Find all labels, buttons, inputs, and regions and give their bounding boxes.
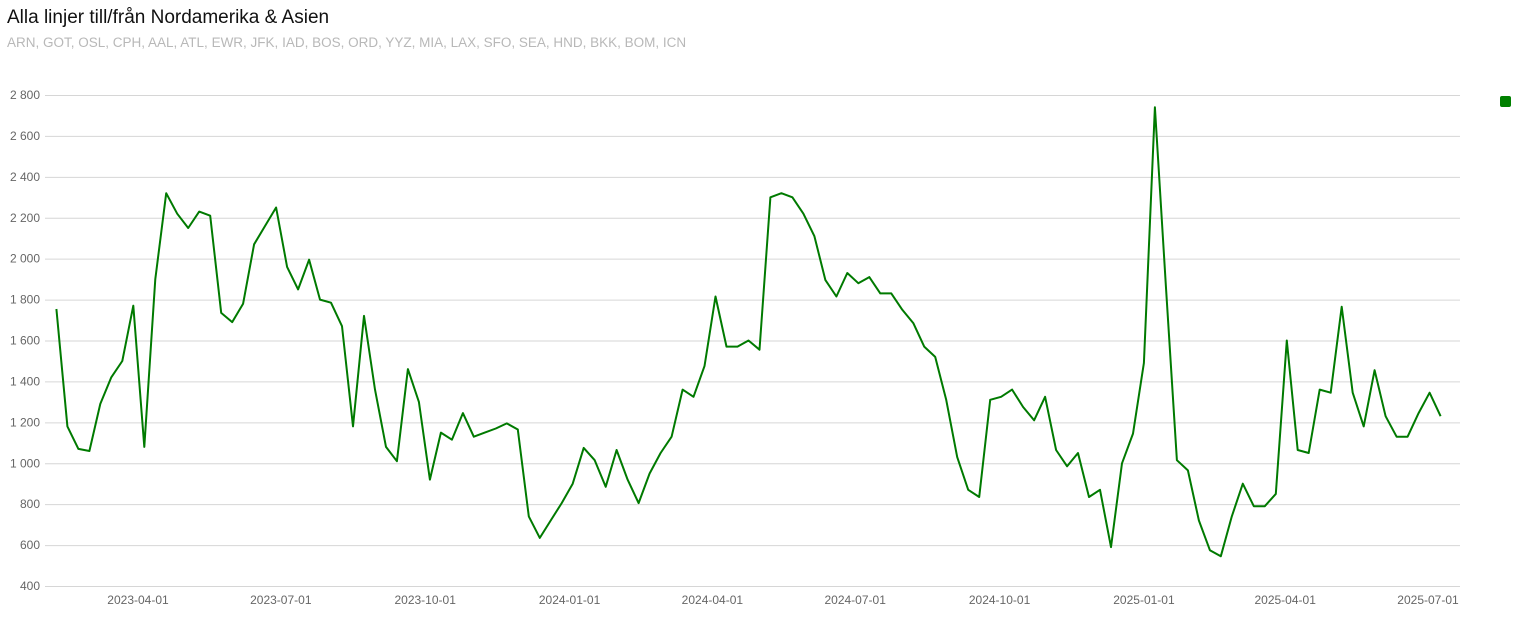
x-tick-label: 2023-10-01	[394, 593, 456, 607]
x-tick-label: 2025-01-01	[1113, 593, 1175, 607]
series-lines	[55, 106, 1442, 558]
y-tick-label: 2 800	[10, 88, 40, 102]
y-tick-label: 400	[20, 579, 40, 593]
x-tick-label: 2023-04-01	[107, 593, 169, 607]
series-line	[55, 106, 1442, 558]
y-tick-label: 600	[20, 538, 40, 552]
x-tick-label: 2024-04-01	[682, 593, 744, 607]
y-axis-ticks: 400 600 800 1 000 1 200 1 400 1 600 1 800 2 000 2…	[10, 88, 40, 593]
y-tick-label: 2 200	[10, 211, 40, 225]
y-tick-label: 2 400	[10, 170, 40, 184]
chart-title: Alla linjer till/från Nordamerika & Asie…	[7, 7, 330, 28]
x-tick-label: 2024-07-01	[824, 593, 886, 607]
legend-swatch[interactable]	[1500, 96, 1511, 107]
y-tick-label: 1 600	[10, 334, 40, 348]
y-tick-label: 800	[20, 497, 40, 511]
chart-subtitle: ARN, GOT, OSL, CPH, AAL, ATL, EWR, JFK, …	[7, 35, 687, 50]
x-tick-label: 2024-01-01	[539, 593, 601, 607]
y-tick-label: 1 800	[10, 293, 40, 307]
y-tick-label: 1 000	[10, 456, 40, 470]
x-tick-label: 2025-04-01	[1254, 593, 1316, 607]
x-axis-ticks: 2023-04-01 2023-07-01 2023-10-01 2024-01-01…	[107, 593, 1459, 607]
x-tick-label: 2024-10-01	[969, 593, 1031, 607]
y-tick-label: 2 000	[10, 252, 40, 266]
y-tick-label: 1 200	[10, 415, 40, 429]
x-tick-label: 2023-07-01	[250, 593, 312, 607]
y-tick-label: 1 400	[10, 374, 40, 388]
gridlines	[45, 95, 1460, 587]
x-tick-label: 2025-07-01	[1397, 593, 1459, 607]
y-tick-label: 2 600	[10, 129, 40, 143]
